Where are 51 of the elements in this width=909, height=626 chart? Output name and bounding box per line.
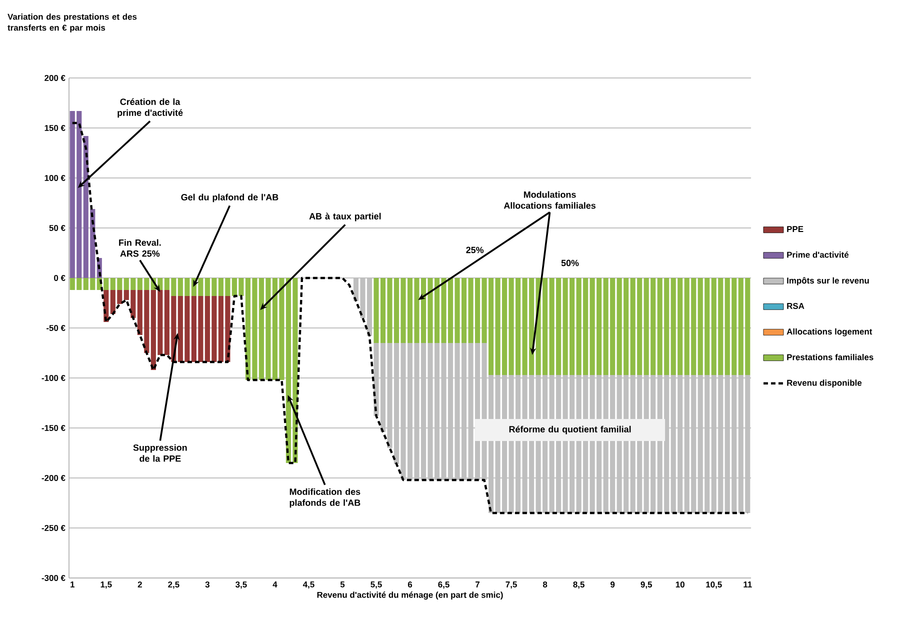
x-tick-label: 1,5 <box>100 582 112 589</box>
x-tick-label: 8,5 <box>573 582 584 589</box>
x-tick-label: 3,5 <box>236 582 247 589</box>
legend-label: Prime d'activité <box>787 251 849 258</box>
x-tick-label: 5,5 <box>370 582 382 589</box>
annotation: Modulations Allocations familiales <box>504 191 596 209</box>
y-tick-label: 0 € <box>54 274 66 281</box>
y-tick-label: 200 € <box>44 74 66 81</box>
legend-label: RSA <box>787 302 804 309</box>
x-tick-label: 11 <box>744 582 752 588</box>
x-tick-label: 10,5 <box>706 582 722 589</box>
annotation: 50% <box>561 260 579 266</box>
legend-label: Revenu disponible <box>787 380 862 388</box>
legend-label: Impôts sur le revenu <box>787 277 869 286</box>
y-tick-label: 100 € <box>44 174 66 181</box>
y-tick-label: 150 € <box>44 124 66 131</box>
annotation: 25% <box>466 246 484 254</box>
x-tick-label: 4 <box>272 582 278 588</box>
x-tick-label: 2 <box>138 582 142 588</box>
x-tick-label: 9,5 <box>640 582 652 589</box>
x-tick-label: 4,5 <box>302 582 314 589</box>
x-tick-label: 9 <box>610 582 615 588</box>
annotation: Modification des plafonds de l'AB <box>290 488 360 508</box>
x-tick-label: 2,5 <box>168 582 180 589</box>
x-tick-label: 7,5 <box>506 582 517 589</box>
legend-label: PPE <box>787 226 804 232</box>
annotation: Création de la prime d'activité <box>118 98 183 118</box>
y-tick-label: -250 € <box>42 524 66 531</box>
x-axis-title: Revenu d'activité du ménage (en part de smic) <box>317 592 503 600</box>
x-tick-label: 5 <box>340 582 345 588</box>
y-tick-label: -300 € <box>42 574 66 581</box>
annotation: Gel du plafond de l'AB <box>181 194 278 202</box>
x-tick-label: 10 <box>676 582 684 588</box>
annotation: AB à taux partiel <box>309 212 381 222</box>
x-tick-label: 8 <box>542 582 548 588</box>
y-tick-label: -100 € <box>42 374 66 381</box>
annotation: Fin Reval. ARS 25% <box>119 239 161 257</box>
x-tick-label: 7 <box>476 582 480 588</box>
text: Variation des prestations et des transferts en € par mois <box>8 14 137 32</box>
annotation: Suppression de la PPE <box>133 444 187 462</box>
y-tick-label: -150 € <box>42 424 66 431</box>
x-tick-label: 6,5 <box>438 582 450 589</box>
legend-label: Allocations logement <box>786 328 872 336</box>
legend-label: Prestations familiales <box>787 354 874 360</box>
annotation: Réforme du quotient familial <box>509 426 631 434</box>
y-tick-label: -200 € <box>42 474 66 481</box>
x-tick-label: 3 <box>205 582 210 588</box>
x-tick-label: 6 <box>408 582 412 588</box>
y-tick-label: 50 € <box>49 224 66 231</box>
y-tick-label: -50 € <box>46 324 66 331</box>
x-tick-label: 1 <box>70 582 74 588</box>
